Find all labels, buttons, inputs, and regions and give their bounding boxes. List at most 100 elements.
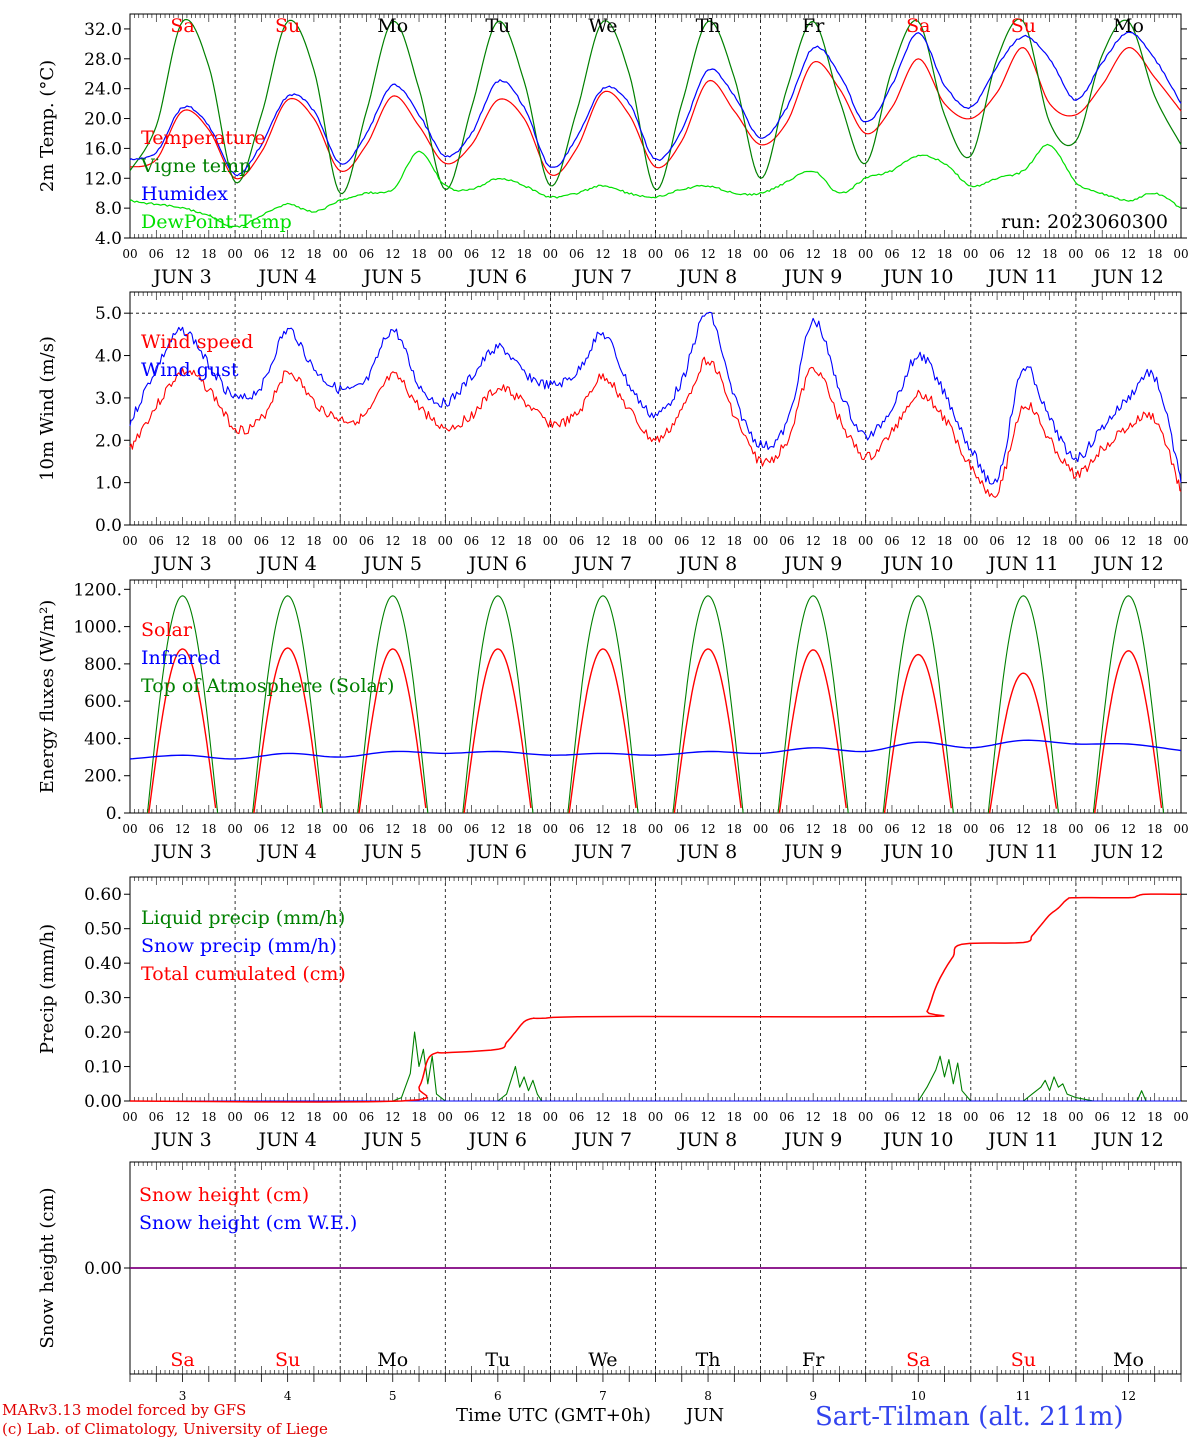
energy-hour-label: 00 (1173, 822, 1188, 836)
wind-legend-item: Wind gust (141, 359, 239, 381)
temp-hour-label: 00 (858, 247, 873, 261)
precip-hour-label: 06 (674, 1110, 689, 1124)
energy-hour-label: 06 (674, 822, 689, 836)
temp-day-name: Su (275, 15, 300, 37)
energy-hour-label: 06 (1095, 822, 1110, 836)
precip-hour-label: 00 (333, 1110, 348, 1124)
temp-hour-label: 00 (333, 247, 348, 261)
snow-day-number: 5 (389, 1389, 397, 1403)
precip-hour-label: 12 (385, 1110, 400, 1124)
lab-credit-line: (c) Lab. of Climatology, University of L… (2, 1420, 328, 1438)
snow-day-number: 7 (599, 1389, 607, 1403)
energy-y-tick-label: 600. (84, 692, 122, 712)
precip-hour-label: 06 (254, 1110, 269, 1124)
energy-toa-arch (146, 595, 219, 814)
temp-date-label: JUN 7 (572, 266, 632, 288)
energy-y-tick-label: 1200. (73, 580, 122, 600)
wind-hour-label: 06 (149, 534, 164, 548)
wind-hour-label: 06 (674, 534, 689, 548)
precip-hour-label: 06 (359, 1110, 374, 1124)
precip-date-label: JUN 7 (572, 1129, 632, 1151)
wind-hour-label: 12 (595, 534, 610, 548)
precip-hour-label: 00 (1173, 1110, 1188, 1124)
temp-day-name: Mo (1113, 15, 1144, 37)
wind-hour-label: 06 (779, 534, 794, 548)
wind-hour-label: 12 (280, 534, 295, 548)
wind-hour-label: 00 (963, 534, 978, 548)
temp-y-tick-label: 12.0 (84, 169, 122, 189)
precip-hour-label: 12 (806, 1110, 821, 1124)
energy-y-tick-label: 200. (84, 767, 122, 787)
energy-date-label: JUN 4 (256, 841, 316, 863)
energy-hour-label: 00 (122, 822, 137, 836)
temp-hour-label: 12 (175, 247, 190, 261)
wind-hour-label: 06 (464, 534, 479, 548)
energy-hour-label: 18 (201, 822, 216, 836)
precip-hour-label: 12 (700, 1110, 715, 1124)
energy-solar-arch (673, 648, 742, 814)
wind-hour-label: 12 (1016, 534, 1031, 548)
precip-hour-label: 18 (306, 1110, 321, 1124)
energy-hour-label: 00 (543, 822, 558, 836)
temp-hour-label: 18 (832, 247, 847, 261)
precip-hour-label: 12 (595, 1110, 610, 1124)
wind-hour-label: 18 (201, 534, 216, 548)
energy-hour-label: 06 (254, 822, 269, 836)
precip-y-tick-label: 0.20 (84, 1023, 122, 1043)
precip-date-label: JUN 4 (256, 1129, 316, 1151)
temp-hour-label: 00 (1173, 247, 1188, 261)
energy-date-label: JUN 11 (986, 841, 1058, 863)
precip-hour-label: 00 (438, 1110, 453, 1124)
wind-hour-label: 00 (122, 534, 137, 548)
temp-hour-label: 00 (227, 247, 242, 261)
snow-day-number: 11 (1016, 1389, 1031, 1403)
wind-hour-label: 12 (911, 534, 926, 548)
temp-hour-label: 18 (727, 247, 742, 261)
energy-toa-arch (1092, 595, 1165, 814)
wind-y-tick-label: 0.0 (95, 516, 122, 536)
snow-day-number: 4 (284, 1389, 292, 1403)
energy-solar-arch (883, 653, 952, 814)
wind-hour-label: 06 (569, 534, 584, 548)
temp-y-tick-label: 20.0 (84, 110, 122, 130)
snow-day-number: 6 (494, 1389, 502, 1403)
wind-date-label: JUN 10 (881, 553, 953, 575)
snow-day-number: 10 (911, 1389, 926, 1403)
wind-hour-label: 18 (516, 534, 531, 548)
temp-hour-label: 06 (464, 247, 479, 261)
wind-y-tick-label: 4.0 (95, 347, 122, 367)
wind-hour-label: 00 (1068, 534, 1083, 548)
energy-hour-label: 00 (227, 822, 242, 836)
energy-hour-label: 06 (989, 822, 1004, 836)
energy-hour-label: 18 (1042, 822, 1057, 836)
wind-hour-label: 00 (227, 534, 242, 548)
wind-hour-label: 00 (438, 534, 453, 548)
snow-day-name: Th (696, 1349, 721, 1371)
energy-solar-arch (778, 649, 847, 814)
precip-hour-label: 18 (1042, 1110, 1057, 1124)
wind-hour-label: 00 (648, 534, 663, 548)
wind-y-tick-label: 3.0 (95, 389, 122, 409)
wind-hour-label: 18 (411, 534, 426, 548)
precip-hour-label: 12 (1016, 1110, 1031, 1124)
wind-date-label: JUN 4 (256, 553, 316, 575)
energy-toa-arch (357, 595, 429, 814)
temp-hour-label: 18 (622, 247, 637, 261)
energy-hour-label: 18 (306, 822, 321, 836)
precip-hour-label: 00 (858, 1110, 873, 1124)
temp-series-vigne-temp (129, 18, 1182, 195)
energy-hour-label: 18 (727, 822, 742, 836)
temp-hour-label: 00 (1068, 247, 1083, 261)
wind-series-wind-gust (129, 311, 1182, 485)
precip-date-label: JUN 8 (677, 1129, 737, 1151)
snow-day-name: Tu (485, 1349, 510, 1371)
energy-date-label: JUN 8 (677, 841, 737, 863)
temp-day-name: Sa (906, 15, 930, 37)
energy-hour-label: 06 (464, 822, 479, 836)
precip-hour-label: 00 (963, 1110, 978, 1124)
temp-y-tick-label: 28.0 (84, 50, 122, 70)
energy-legend-item: Infrared (141, 647, 221, 669)
wind-hour-label: 00 (858, 534, 873, 548)
temp-hour-label: 06 (569, 247, 584, 261)
